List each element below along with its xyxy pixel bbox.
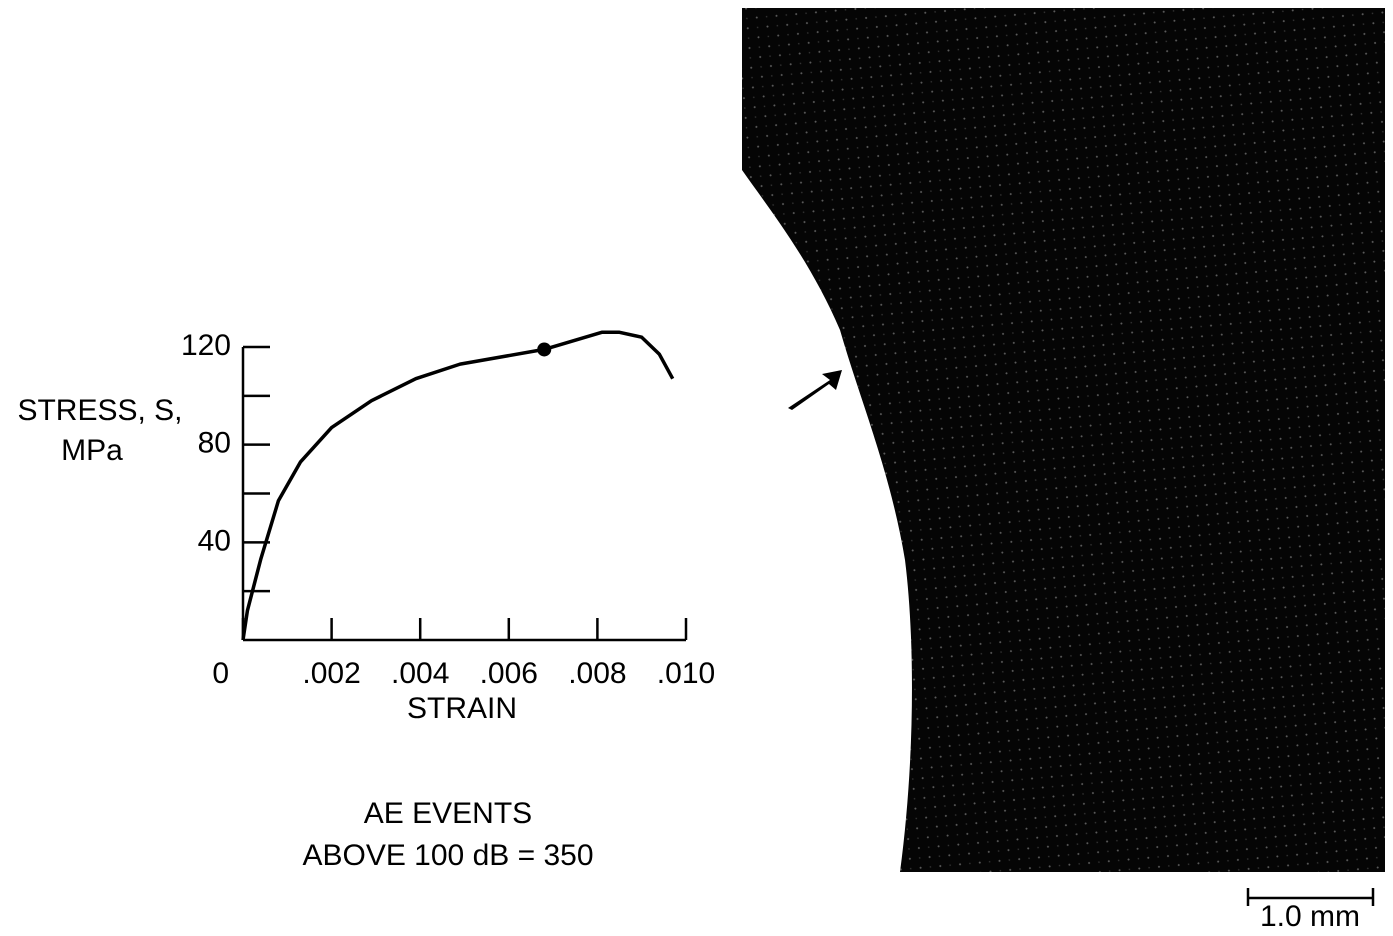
y-tick-label: 120	[181, 329, 231, 362]
y-tick-label: 80	[198, 427, 231, 460]
x-tick-label: .008	[568, 657, 626, 690]
scale-bar-label: 1.0 mm	[1260, 900, 1360, 933]
x-axis-label: STRAIN	[407, 692, 517, 725]
x-tick-label: .002	[302, 657, 360, 690]
micrograph	[742, 8, 1385, 872]
y-tick-label: 40	[198, 524, 231, 557]
scale-bar: 1.0 mm	[1246, 888, 1375, 933]
y-axis-label: MPa	[61, 434, 123, 467]
x-tick-label: .006	[480, 657, 538, 690]
y-axis-label: STRESS, S,	[17, 394, 182, 427]
micrograph-texture	[742, 8, 1385, 872]
annotation: ABOVE 100 dB = 350	[302, 839, 593, 872]
arrow	[788, 370, 842, 410]
stress-strain-curve	[241, 330, 675, 641]
x-tick-label: 0	[212, 657, 229, 690]
x-tick-label: .010	[657, 657, 715, 690]
marker-point	[537, 342, 552, 357]
x-tick-label: .004	[391, 657, 449, 690]
annotation: AE EVENTS	[364, 797, 532, 830]
